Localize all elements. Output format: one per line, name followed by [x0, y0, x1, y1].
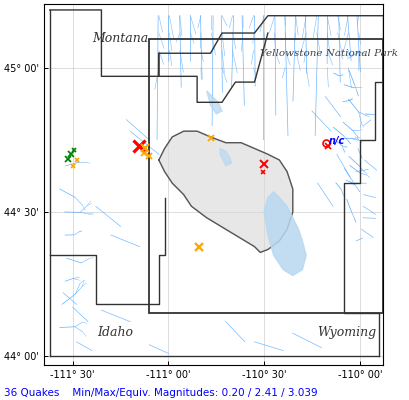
Text: Montana: Montana: [92, 32, 148, 45]
Polygon shape: [206, 91, 221, 114]
Polygon shape: [263, 192, 306, 276]
Text: Yellowstone National Park: Yellowstone National Park: [260, 49, 397, 58]
Text: Wyoming: Wyoming: [316, 326, 375, 339]
Polygon shape: [220, 148, 231, 166]
Text: 36 Quakes    Min/Max/Equiv. Magnitudes: 0.20 / 2.41 / 3.039: 36 Quakes Min/Max/Equiv. Magnitudes: 0.2…: [4, 388, 317, 398]
Polygon shape: [158, 131, 292, 252]
Bar: [149, 39, 382, 313]
Text: n/c: n/c: [328, 136, 344, 146]
Text: Idaho: Idaho: [97, 326, 133, 339]
